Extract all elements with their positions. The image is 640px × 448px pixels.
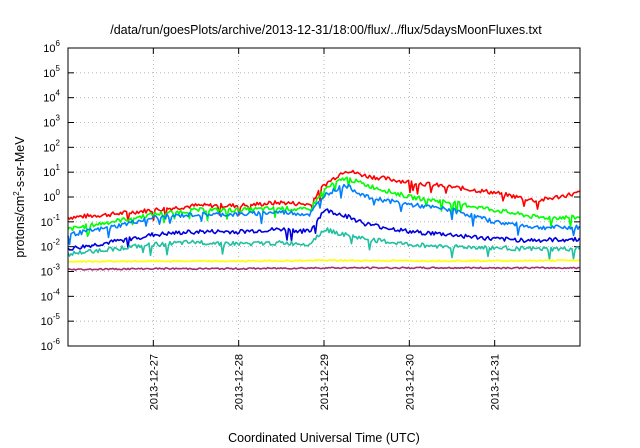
y-tick-label: 106 xyxy=(43,39,60,55)
series-line xyxy=(67,266,580,271)
chart-title: /data/run/goesPlots/archive/2013-12-31/1… xyxy=(110,23,542,37)
y-tick-label: 10-2 xyxy=(41,238,61,254)
y-tick-label: 104 xyxy=(43,89,60,105)
y-tick-label: 10-5 xyxy=(41,312,61,328)
series-line xyxy=(67,227,581,261)
y-axis-label-pre: protons/cm xyxy=(13,196,27,258)
x-axis-label: Coordinated Universal Time (UTC) xyxy=(228,431,420,445)
y-axis-label-post: -s-sr-MeV xyxy=(13,136,27,192)
x-tick-label: 2013-12-31 xyxy=(490,354,502,410)
y-tick-label: 102 xyxy=(43,138,60,154)
x-tick-label: 2013-12-28 xyxy=(234,354,246,410)
y-axis-label-sup: 2 xyxy=(12,191,21,196)
y-tick-label: 10-6 xyxy=(41,337,61,353)
series-line xyxy=(67,183,581,246)
y-tick-label: 10-4 xyxy=(41,287,61,303)
y-tick-label: 100 xyxy=(43,188,60,204)
y-axis-label: protons/cm2-s-sr-MeV xyxy=(12,136,27,258)
y-tick-label: 103 xyxy=(43,114,60,130)
y-tick-label: 10-1 xyxy=(41,213,61,229)
y-tick-label: 101 xyxy=(43,163,60,179)
series-group xyxy=(67,169,581,271)
y-tick-labels: 10-6 10-5 10-4 10-3 10-2 10-1 100 101 102 103 104 1… xyxy=(41,39,61,353)
series-line xyxy=(67,176,580,238)
x-tick-label: 2013-12-27 xyxy=(148,354,160,410)
series-line xyxy=(67,208,581,251)
series-line xyxy=(67,169,580,222)
y-tick-label: 105 xyxy=(43,64,60,80)
y-tick-label: 10-3 xyxy=(41,263,61,279)
series-line xyxy=(67,258,580,263)
plot-frame xyxy=(67,47,581,347)
x-tick-labels: 2013-12-27 2013-12-28 2013-12-29 2013-12-30… xyxy=(148,354,501,410)
x-tick-label: 2013-12-29 xyxy=(319,354,331,410)
x-tick-label: 2013-12-30 xyxy=(404,354,416,410)
